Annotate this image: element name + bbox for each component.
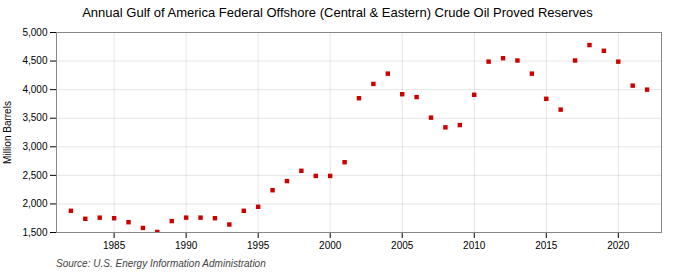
svg-text:1,500: 1,500: [22, 227, 47, 238]
svg-text:2,000: 2,000: [22, 198, 47, 209]
svg-text:2015: 2015: [535, 240, 558, 251]
svg-text:2010: 2010: [463, 240, 486, 251]
html-text:Source: U.S. Energy Informatio: Source: U.S. Energy Information Administ…: [56, 258, 266, 269]
svg-text:5,000: 5,000: [22, 27, 47, 38]
svg-text:1995: 1995: [247, 240, 270, 251]
svg-text:1985: 1985: [103, 240, 126, 251]
html-text:Annual Gulf of America Federal: Annual Gulf of America Federal Offshore …: [82, 5, 593, 20]
svg-text:3,500: 3,500: [22, 112, 47, 123]
svg-text:4,000: 4,000: [22, 84, 47, 95]
svg-text:4,500: 4,500: [22, 55, 47, 66]
svg-text:3,000: 3,000: [22, 141, 47, 152]
svg-text:2000: 2000: [319, 240, 342, 251]
svg-text:1990: 1990: [175, 240, 198, 251]
svg-text:2,500: 2,500: [22, 170, 47, 181]
svg-text:Million Barrels: Million Barrels: [2, 101, 13, 164]
svg-text:2020: 2020: [607, 240, 630, 251]
svg-text:2005: 2005: [391, 240, 414, 251]
